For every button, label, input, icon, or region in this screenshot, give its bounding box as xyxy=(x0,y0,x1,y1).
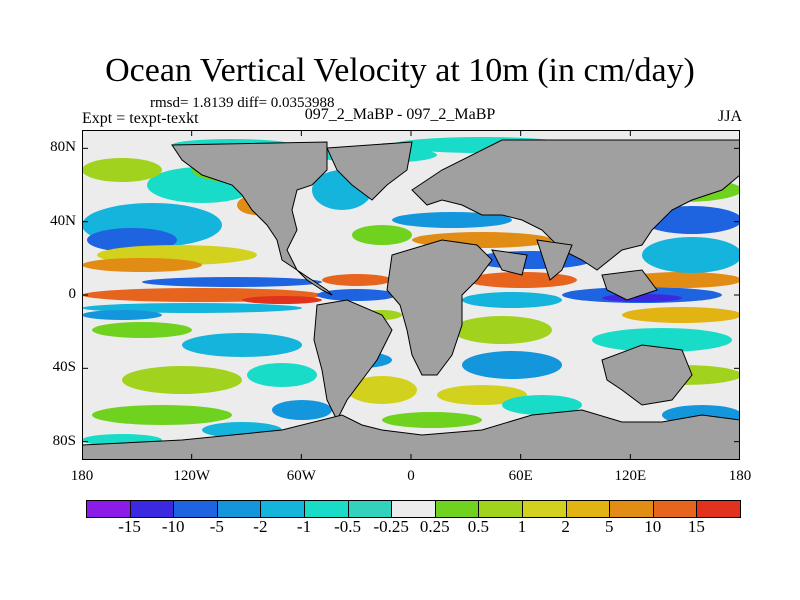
colorbar-label: 2 xyxy=(561,517,570,536)
land-north-america xyxy=(171,141,333,296)
colorbar-swatch xyxy=(86,500,131,518)
runs-label: 097_2_MaBP - 097_2_MaBP xyxy=(304,106,496,123)
land-south-america xyxy=(313,299,393,422)
land-arabia xyxy=(491,249,528,276)
colorbar-label: 15 xyxy=(687,517,705,536)
lon-label: 180 xyxy=(70,468,94,484)
land-se-asia xyxy=(601,269,658,301)
colorbar-swatch xyxy=(522,500,567,518)
colorbar-label: 0.25 xyxy=(419,517,450,536)
lon-label: 120E xyxy=(614,468,647,484)
colorbar-swatch xyxy=(347,500,393,518)
colorbar-label: -1 xyxy=(296,517,312,536)
colorbar-swatch xyxy=(216,500,262,518)
land-australia xyxy=(601,344,693,406)
rmsd-diff-text: rmsd= 1.8139 diff= 0.0353988 xyxy=(150,95,335,111)
lon-label: 60W xyxy=(286,468,316,484)
lat-label: 80S xyxy=(52,432,76,449)
lon-label: 120W xyxy=(173,468,210,484)
colorbar-swatch xyxy=(304,500,349,518)
lat-label: 0 xyxy=(68,286,77,302)
experiment-label: Expt = texpt-texkt xyxy=(82,110,199,127)
lon-label: 180 xyxy=(728,468,752,484)
map-title: Ocean Vertical Velocity at 10m (in cm/da… xyxy=(105,52,695,89)
colorbar-swatch xyxy=(696,500,741,518)
colorbar-swatch xyxy=(478,500,523,518)
colorbar-label: -2 xyxy=(253,517,268,536)
colorbar-swatch xyxy=(391,500,436,518)
lon-label: 60E xyxy=(508,468,533,484)
colorbar-label: -10 xyxy=(161,517,185,536)
colorbar-label: 1 xyxy=(517,517,527,536)
colorbar-swatch xyxy=(565,500,611,518)
velocity-map xyxy=(81,130,741,460)
colorbar-label: 10 xyxy=(644,517,662,536)
colorbar-label: -15 xyxy=(118,517,141,536)
lat-label: 80N xyxy=(50,139,76,156)
map-panel xyxy=(81,130,741,460)
land-eurasia xyxy=(411,139,740,271)
colorbar-label: 0.5 xyxy=(467,517,490,536)
colorbar-swatch xyxy=(652,500,698,518)
colorbar-swatch xyxy=(129,500,175,518)
colorbar-swatch xyxy=(173,500,218,518)
colorbar-swatch xyxy=(260,500,305,518)
land-india xyxy=(536,239,573,281)
lat-label: 40S xyxy=(52,359,76,376)
colorbar-swatch xyxy=(609,500,654,518)
lat-label: 40N xyxy=(50,212,76,229)
land-masses xyxy=(82,139,740,460)
colorbar-swatch xyxy=(434,500,480,518)
colorbar-label: -5 xyxy=(209,517,224,536)
lon-label: 0 xyxy=(407,468,415,484)
land-greenland xyxy=(326,141,413,201)
land-antarctica xyxy=(82,409,740,460)
season-label: JJA xyxy=(717,108,742,125)
colorbar-label: -0.5 xyxy=(334,517,362,536)
colorbar-label: -0.25 xyxy=(373,517,409,536)
colorbar-label: 5 xyxy=(604,517,614,536)
land-africa xyxy=(386,239,493,376)
